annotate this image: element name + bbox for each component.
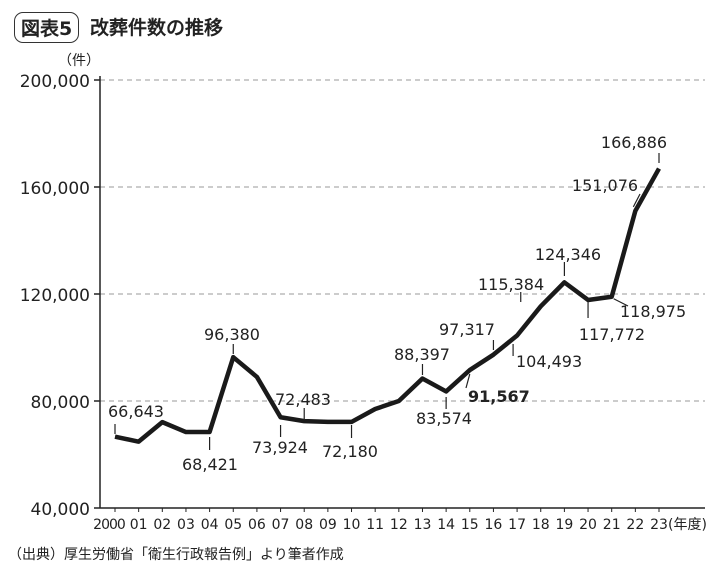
y-tick-label: 160,000: [20, 179, 90, 199]
label-leader: [632, 193, 641, 208]
data-label: 68,421: [182, 455, 238, 474]
y-tick-label: 200,000: [20, 72, 90, 92]
data-label: 96,380: [204, 325, 260, 344]
data-label: 73,924: [252, 438, 308, 457]
data-label: 117,772: [579, 325, 645, 344]
data-label: 66,643: [108, 402, 164, 421]
x-tick-label: 2000: [93, 517, 125, 533]
data-label: 97,317: [439, 320, 495, 339]
data-label: 115,384: [478, 275, 544, 294]
x-tick-label: 10: [343, 517, 361, 533]
x-tick-label: 06: [248, 517, 266, 533]
x-axis-label: (年度): [668, 517, 707, 533]
x-tick-label: 18: [532, 517, 550, 533]
x-tick-label: 21: [603, 517, 621, 533]
x-tick-label: 02: [153, 517, 171, 533]
figure-badge: 図表5: [14, 12, 80, 43]
data-label: 88,397: [394, 345, 450, 364]
x-tick-label: 01: [130, 517, 148, 533]
data-label: 72,483: [275, 390, 331, 409]
x-tick-label: 15: [461, 517, 479, 533]
y-tick-label: 40,000: [31, 500, 90, 520]
data-label: 124,346: [535, 245, 601, 264]
data-label: 151,076: [572, 176, 638, 195]
label-leader: [465, 373, 471, 389]
x-tick-label: 11: [366, 517, 384, 533]
x-tick-label: 17: [508, 517, 526, 533]
x-tick-label: 19: [555, 517, 573, 533]
x-tick-label: 16: [485, 517, 503, 533]
x-tick-label: 09: [319, 517, 337, 533]
x-tick-label: 14: [437, 517, 455, 533]
source-note: （出典）厚生労働省「衛生行政報告例」より筆者作成: [8, 547, 344, 563]
x-tick-label: 13: [414, 517, 432, 533]
data-label: 83,574: [416, 409, 472, 428]
x-tick-label: 23: [650, 517, 668, 533]
x-tick-label: 12: [390, 517, 408, 533]
x-tick-label: 08: [295, 517, 313, 533]
x-tick-label: 04: [201, 517, 219, 533]
x-tick-label: 22: [626, 517, 644, 533]
x-tick-label: 03: [177, 517, 195, 533]
y-tick-label: 80,000: [31, 393, 90, 413]
data-label: 118,975: [620, 302, 686, 321]
series-line: [114, 167, 661, 444]
data-label: 91,567: [468, 387, 530, 406]
chart-title: 改葬件数の推移: [90, 17, 224, 39]
data-label: 72,180: [322, 442, 378, 461]
data-label: 104,493: [516, 352, 582, 371]
x-tick-label: 20: [579, 517, 597, 533]
x-tick-label: 05: [224, 517, 242, 533]
x-tick-label: 07: [272, 517, 290, 533]
y-tick-label: 120,000: [20, 286, 90, 306]
y-axis-unit: （件）: [58, 53, 100, 69]
label-leader: [613, 298, 629, 307]
data-label: 166,886: [601, 133, 667, 152]
